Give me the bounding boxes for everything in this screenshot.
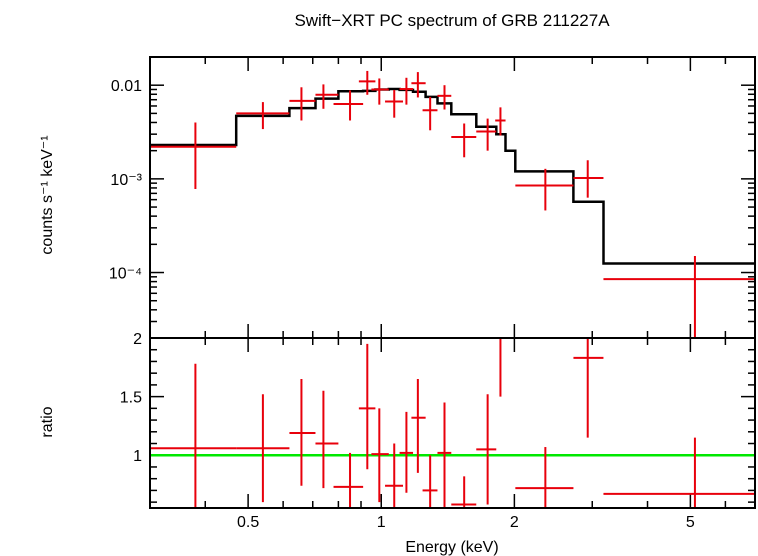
ratio-data-point [515,447,574,508]
x-tick-label: 0.5 [237,514,259,531]
spectrum-data-point [451,123,477,158]
ratio-data-point [411,379,426,473]
spectrum-data-point [358,70,376,95]
spectrum-data-point [603,256,755,338]
spectrum-data-point [150,122,237,189]
ratio-data-point [289,379,316,486]
y-tick-label: 0.01 [111,78,142,95]
ratio-data-point [399,411,414,493]
ratio-data-point [437,402,452,508]
ratio-data-point [371,408,389,503]
ratio-data-layer [150,337,755,508]
spectrum-y-label: counts s⁻¹ keV⁻¹ [39,135,56,254]
chart-title: Swift−XRT PC spectrum of GRB 211227A [294,11,610,30]
ratio-data-point [422,455,438,508]
ratio-data-point [476,394,497,505]
ratio-data-point [315,390,339,489]
ratio-axis-ticks: 0.5 1 2 5 1 1.5 2 [120,331,755,531]
spectrum-panel: 0.01 10⁻³ 10⁻⁴ [109,56,756,339]
ratio-data-point [451,476,477,508]
y-tick-label: 1.5 [120,390,142,407]
model-curve-layer [150,87,755,265]
spectrum-data-point [422,96,438,131]
spectrum-data-point [236,102,290,130]
ratio-data-point [236,394,290,503]
spectrum-plot-frame [149,56,756,339]
spectrum-data-point [476,118,497,151]
spectrum-data-layer [150,70,755,338]
model-step-curve [150,87,755,265]
spectrum-data-point [573,160,604,198]
y-tick-label: 1 [133,448,142,465]
ratio-data-point [573,338,604,438]
ratio-data-point [603,437,755,508]
spectrum-data-point [495,107,506,136]
ratio-data-point [495,337,506,397]
ratio-data-point [385,443,404,508]
spectrum-data-point [515,168,574,211]
x-axis-label: Energy (keV) [405,539,498,556]
spectrum-data-point [289,87,316,121]
spectrum-data-point [315,84,339,109]
spectrum-data-point [385,89,404,118]
x-tick-label: 1 [377,514,386,531]
y-tick-label: 2 [133,331,142,348]
spectrum-data-point [371,78,389,105]
ratio-y-label: ratio [39,406,56,437]
x-tick-label: 5 [686,514,695,531]
y-tick-label: 10⁻³ [110,172,142,189]
spectrum-data-point [411,72,426,98]
y-tick-label: 10⁻⁴ [109,266,142,283]
spectrum-data-point [399,77,414,105]
ratio-data-point [333,452,364,508]
x-tick-label: 2 [510,514,519,531]
ratio-plot-frame [149,337,756,509]
ratio-data-point [150,363,237,508]
spectrum-data-point [437,85,452,110]
ratio-panel: 0.5 1 2 5 1 1.5 2 [120,331,756,531]
spectrum-data-point [333,90,364,121]
ratio-data-point [358,343,376,470]
spectrum-axis-ticks: 0.01 10⁻³ 10⁻⁴ [109,56,755,339]
